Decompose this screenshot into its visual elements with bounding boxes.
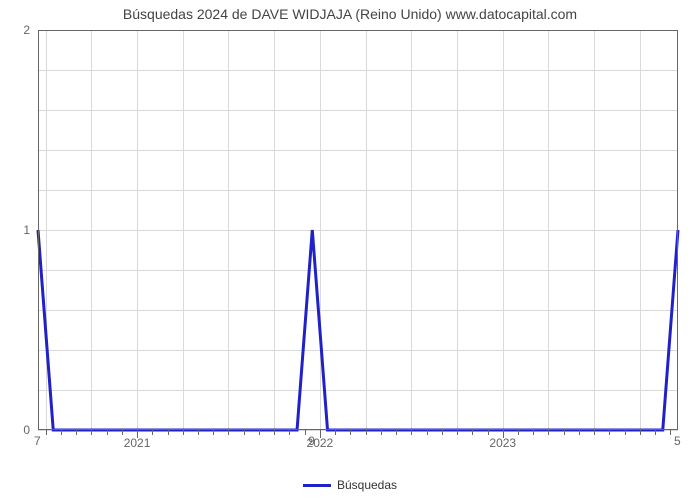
x-tick-minor: [640, 430, 641, 435]
x-tick-minor: [198, 430, 199, 435]
legend-swatch: [303, 484, 331, 487]
x-tick-minor: [548, 430, 549, 435]
x-tick-minor: [472, 430, 473, 435]
x-tick-minor: [381, 430, 382, 435]
x-tick-minor: [168, 430, 169, 435]
x-tick-minor: [183, 430, 184, 435]
x-tick-minor: [305, 430, 306, 435]
y-tick-label: 2: [23, 23, 38, 37]
x-tick-minor: [152, 430, 153, 435]
axis-extra-number: 5: [674, 434, 681, 448]
x-tick-minor: [670, 430, 671, 435]
x-tick-minor: [366, 430, 367, 435]
x-tick-minor: [518, 430, 519, 435]
x-tick-minor: [213, 430, 214, 435]
axis-extra-number: 7: [34, 434, 41, 448]
chart-title: Búsquedas 2024 de DAVE WIDJAJA (Reino Un…: [0, 6, 700, 22]
x-tick-minor: [335, 430, 336, 435]
plot-area: 012202120222023: [38, 30, 678, 430]
series-line: [38, 30, 678, 430]
x-tick-minor: [564, 430, 565, 435]
x-tick-minor: [655, 430, 656, 435]
legend-label: Búsquedas: [337, 478, 397, 492]
x-tick-minor: [228, 430, 229, 435]
x-tick-minor: [259, 430, 260, 435]
x-tick-minor: [533, 430, 534, 435]
y-tick-label: 1: [23, 223, 38, 237]
x-tick-minor: [274, 430, 275, 435]
x-tick-label: 2023: [489, 430, 516, 450]
x-tick-minor: [594, 430, 595, 435]
x-tick-minor: [244, 430, 245, 435]
x-tick-minor: [579, 430, 580, 435]
legend: Búsquedas: [303, 478, 397, 492]
x-tick-minor: [107, 430, 108, 435]
x-tick-minor: [609, 430, 610, 435]
x-tick-minor: [396, 430, 397, 435]
x-tick-minor: [457, 430, 458, 435]
x-tick-minor: [289, 430, 290, 435]
x-tick-minor: [488, 430, 489, 435]
x-tick-minor: [46, 430, 47, 435]
chart-container: Búsquedas 2024 de DAVE WIDJAJA (Reino Un…: [0, 0, 700, 500]
x-tick-minor: [625, 430, 626, 435]
x-tick-minor: [442, 430, 443, 435]
x-tick-minor: [411, 430, 412, 435]
x-tick-minor: [122, 430, 123, 435]
x-tick-minor: [91, 430, 92, 435]
x-tick-label: 2021: [124, 430, 151, 450]
x-tick-minor: [427, 430, 428, 435]
x-tick-minor: [350, 430, 351, 435]
axis-extra-number: 9: [308, 434, 315, 448]
x-tick-minor: [76, 430, 77, 435]
x-tick-minor: [61, 430, 62, 435]
